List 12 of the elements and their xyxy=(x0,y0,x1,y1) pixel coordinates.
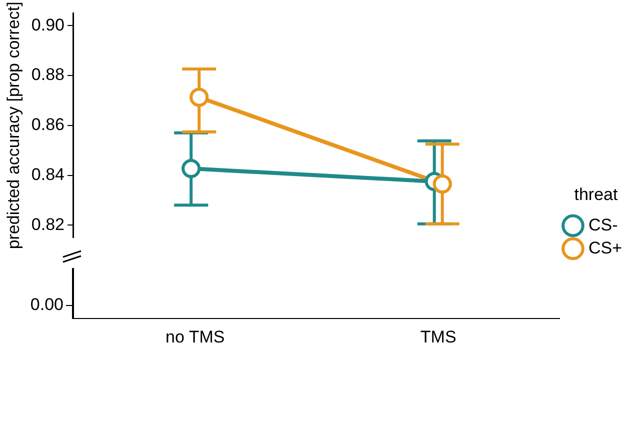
legend-label: CS+ xyxy=(588,238,622,258)
y-tick-label: 0.88 xyxy=(31,65,64,84)
y-tick-label: 0.82 xyxy=(31,214,64,234)
legend-title: threat xyxy=(574,184,618,204)
x-tick-label: no TMS xyxy=(165,327,225,346)
text: 0.00 xyxy=(30,294,64,314)
legend-label: CS- xyxy=(588,215,618,234)
x-tick-label: TMS xyxy=(420,327,456,346)
y-tick-label: 0.90 xyxy=(31,15,64,34)
y-tick-label: 0.84 xyxy=(31,164,64,184)
y-tick-label: 0.86 xyxy=(31,115,64,134)
y-axis-title: predicted accuracy [prop correct] xyxy=(4,2,23,250)
